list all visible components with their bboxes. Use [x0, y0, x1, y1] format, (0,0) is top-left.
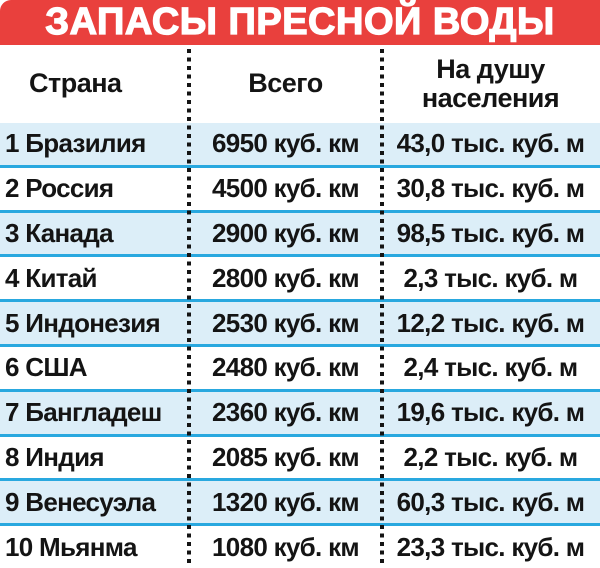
country-cell: 6 США [5, 352, 88, 383]
total-cell: 2530 куб. км [212, 307, 360, 338]
country-cell: 2 Россия [5, 173, 114, 204]
total-cell: 2800 куб. км [212, 262, 360, 293]
page-title: ЗАПАСЫ ПРЕСНОЙ ВОДЫ [45, 0, 555, 43]
total-cell: 6950 куб. км [212, 128, 360, 159]
per-capita-cell: 19,6 тыс. куб. м [396, 397, 585, 428]
column-divider-dotted-2 [380, 49, 384, 563]
table-row: 10 Мьянма 1080 куб. км 23,3 тыс. куб. м [0, 526, 600, 568]
column-header-total: Всего [248, 68, 323, 99]
per-capita-cell: 30,8 тыс. куб. м [396, 173, 585, 204]
per-capita-cell: 2,4 тыс. куб. м [403, 352, 579, 383]
table-row: 6 США 2480 куб. км 2,4 тыс. куб. м [0, 346, 600, 392]
total-cell: 4500 куб. км [212, 173, 360, 204]
column-header-per-capita-line2: населения [421, 83, 560, 113]
country-cell: 10 Мьянма [5, 531, 137, 562]
country-cell: 3 Канада [5, 217, 114, 248]
table-body: 1 Бразилия 6950 куб. км 43,0 тыс. куб. м… [0, 123, 600, 568]
country-cell: 1 Бразилия [5, 128, 146, 159]
total-cell: 2360 куб. км [212, 397, 360, 428]
per-capita-cell: 43,0 тыс. куб. м [396, 128, 585, 159]
country-cell: 4 Китай [5, 262, 98, 293]
per-capita-cell: 12,2 тыс. куб. м [396, 307, 585, 338]
table-row: 1 Бразилия 6950 куб. км 43,0 тыс. куб. м [0, 123, 600, 168]
table-row: 7 Бангладеш 2360 куб. км 19,6 тыс. куб. … [0, 391, 600, 437]
country-cell: 5 Индонезия [5, 307, 161, 338]
column-header-per-capita: На душу населения [381, 53, 600, 113]
table-row: 8 Индия 2085 куб. км 2,2 тыс. куб. м [0, 436, 600, 482]
total-cell: 1080 куб. км [212, 531, 360, 562]
per-capita-cell: 60,3 тыс. куб. м [396, 486, 585, 517]
per-capita-cell: 98,5 тыс. куб. м [396, 217, 585, 248]
table-row: 9 Венесуэла 1320 куб. км 60,3 тыс. куб. … [0, 481, 600, 527]
total-cell: 2085 куб. км [212, 441, 360, 472]
table-row: 3 Канада 2900 куб. км 98,5 тыс. куб. м [0, 212, 600, 258]
column-header-row: Страна Всего На душу населения [0, 45, 600, 123]
column-header-per-capita-line1: На душу [436, 53, 545, 84]
country-cell: 7 Бангладеш [5, 397, 162, 428]
title-banner: ЗАПАСЫ ПРЕСНОЙ ВОДЫ [0, 0, 600, 45]
country-cell: 8 Индия [5, 441, 105, 472]
table-row: 4 Китай 2800 куб. км 2,3 тыс. куб. м [0, 257, 600, 303]
table-row: 5 Индонезия 2530 куб. км 12,2 тыс. куб. … [0, 302, 600, 347]
total-cell: 2900 куб. км [212, 217, 360, 248]
country-cell: 9 Венесуэла [5, 486, 156, 517]
total-cell: 2480 куб. км [212, 352, 360, 383]
per-capita-cell: 23,3 тыс. куб. м [396, 531, 585, 562]
per-capita-cell: 2,2 тыс. куб. м [403, 441, 579, 472]
column-divider-dotted-1 [187, 49, 191, 563]
total-cell: 1320 куб. км [212, 486, 360, 517]
table-row: 2 Россия 4500 куб. км 30,8 тыс. куб. м [0, 167, 600, 213]
column-header-country: Страна [29, 68, 122, 99]
per-capita-cell: 2,3 тыс. куб. м [403, 262, 579, 293]
